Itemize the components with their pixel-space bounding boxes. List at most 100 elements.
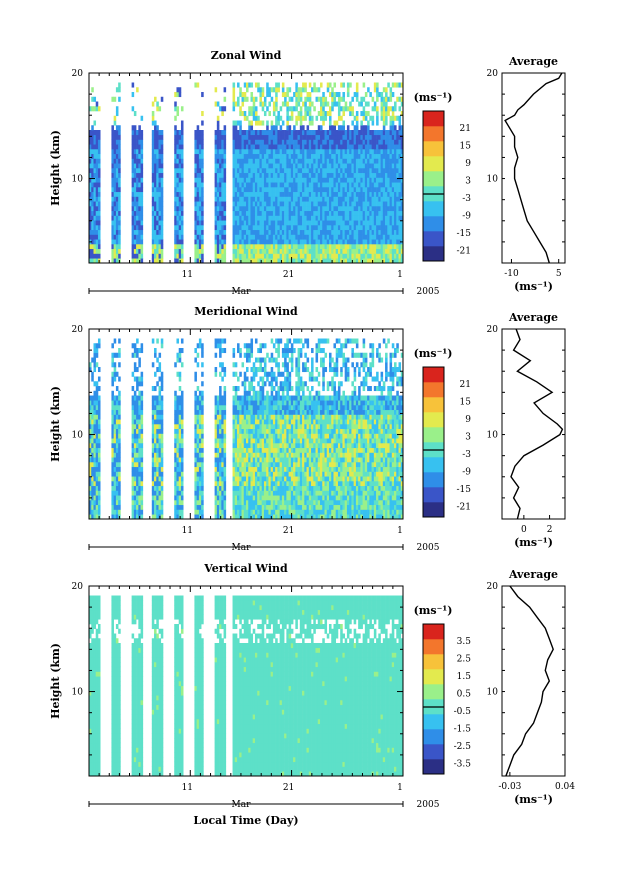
- colorbar-segment: [423, 502, 444, 518]
- colorbar-label: 15: [460, 141, 472, 151]
- plot-frame: [88, 585, 404, 777]
- x-tick-label: 21: [283, 783, 294, 793]
- panel-1: Zonal Wind 20 10 Height (km) 11 21 1 Mar 2005 (ms…: [49, 49, 566, 297]
- year-label: 2005: [417, 543, 440, 553]
- colorbar-label: 3: [465, 176, 471, 186]
- colorbar-segment: [423, 201, 444, 217]
- colorbar-segment: [423, 654, 444, 670]
- panel-title: Meridional Wind: [194, 305, 298, 318]
- y-tick-label: 20: [72, 582, 84, 592]
- colorbar-label: -21: [457, 502, 472, 512]
- average-x-label: (ms⁻¹): [514, 536, 553, 549]
- y-axis-label: Height (km): [49, 643, 62, 719]
- colorbar-label: 21: [460, 380, 471, 390]
- x-tick-label: 21: [283, 526, 294, 536]
- y-tick-label: 10: [72, 688, 84, 698]
- x-tick-label: 21: [283, 270, 294, 280]
- x-tick-label: 11: [182, 526, 193, 536]
- average-y-tick-label: 10: [487, 431, 499, 441]
- year-label: 2005: [417, 287, 440, 297]
- colorbar-label: -1.5: [454, 724, 472, 734]
- average-title: Average: [508, 568, 558, 581]
- year-label: 2005: [417, 800, 440, 810]
- colorbar-segment: [423, 457, 444, 473]
- colorbar-label: 15: [460, 397, 472, 407]
- colorbar-label: 3.5: [457, 637, 472, 647]
- average-title: Average: [508, 311, 558, 324]
- y-axis-label: Height (km): [49, 130, 62, 206]
- colorbar-label: -15: [457, 229, 472, 239]
- heatmap-field: [89, 82, 404, 264]
- colorbar-label: 9: [465, 415, 471, 425]
- colorbar-segment: [423, 231, 444, 247]
- month-label: Mar: [232, 543, 252, 553]
- y-tick-label: 10: [72, 175, 84, 185]
- colorbar-segment: [423, 744, 444, 760]
- colorbar-segment: [423, 472, 444, 488]
- colorbar-label: 0.5: [457, 689, 472, 699]
- average-x-tick-label: 2: [547, 525, 553, 535]
- average-y-tick-label: 20: [487, 325, 499, 335]
- colorbar-label: 1.5: [457, 672, 472, 682]
- colorbar-segment: [423, 216, 444, 232]
- colorbar-label: -0.5: [454, 707, 472, 717]
- average-frame: [501, 72, 566, 264]
- average-x-tick-label: -10: [504, 269, 519, 279]
- panel-title: Vertical Wind: [203, 562, 288, 575]
- colorbar-label: -3: [462, 194, 471, 204]
- colorbar-unit: (ms⁻¹): [414, 91, 453, 104]
- colorbar-segment: [423, 669, 444, 685]
- colorbar-frame: [422, 110, 445, 262]
- average-line: [504, 72, 563, 264]
- colorbar-label: -9: [462, 211, 471, 221]
- average-title: Average: [508, 55, 558, 68]
- x-tick-label: 1: [397, 783, 403, 793]
- colorbar-segment: [423, 729, 444, 745]
- colorbar-segment: [423, 759, 444, 775]
- colorbar-segment: [423, 111, 444, 127]
- average-y-tick-label: 20: [487, 69, 499, 79]
- colorbar-label: 2.5: [457, 654, 472, 664]
- average-x-label: (ms⁻¹): [514, 793, 553, 806]
- colorbar-segment: [423, 624, 444, 640]
- plot-frame: [88, 72, 404, 264]
- colorbar-segment: [423, 684, 444, 700]
- colorbar-label: -15: [457, 485, 472, 495]
- colorbar-segment: [423, 171, 444, 187]
- x-tick-label: 1: [397, 526, 403, 536]
- colorbar: (ms⁻¹) 21 15 9 3 -3 -9 -15 -21: [414, 347, 472, 518]
- average-x-tick-label: 0: [521, 525, 527, 535]
- average-line: [505, 585, 554, 777]
- x-axis-label: Local Time (Day): [193, 814, 298, 827]
- average-line: [510, 328, 564, 520]
- colorbar-label: 9: [465, 159, 471, 169]
- heatmap-field: [89, 338, 404, 520]
- x-tick-label: 11: [182, 783, 193, 793]
- colorbar-segment: [423, 156, 444, 172]
- colorbar-segment: [423, 397, 444, 413]
- average-profile: Average 20 10 -0.03 0.04(ms⁻¹): [487, 568, 576, 806]
- colorbar-segment: [423, 427, 444, 443]
- colorbar-segment: [423, 246, 444, 262]
- average-frame: [501, 585, 566, 777]
- average-frame: [501, 328, 566, 520]
- x-tick-label: 1: [397, 270, 403, 280]
- y-tick-label: 20: [72, 325, 84, 335]
- y-axis-label: Height (km): [49, 386, 62, 462]
- y-tick-label: 10: [72, 431, 84, 441]
- average-y-tick-label: 20: [487, 582, 499, 592]
- average-profile: Average 20 10 0 2(ms⁻¹): [487, 311, 566, 549]
- colorbar-unit: (ms⁻¹): [414, 604, 453, 617]
- colorbar-label: 21: [460, 124, 471, 134]
- colorbar-segment: [423, 487, 444, 503]
- colorbar-segment: [423, 412, 444, 428]
- colorbar: (ms⁻¹) 21 15 9 3 -3 -9 -15 -21: [414, 91, 472, 262]
- colorbar-segment: [423, 126, 444, 142]
- average-profile: Average 20 10 -10 5(ms⁻¹): [487, 55, 566, 293]
- colorbar-label: -3.5: [454, 759, 472, 769]
- colorbar-segment: [423, 141, 444, 157]
- colorbar: (ms⁻¹) 3.5 2.5 1.5 0.5 -0.5 -1.5 -2.5 -3.5: [414, 604, 472, 775]
- colorbar-label: -9: [462, 467, 471, 477]
- plot-frame: [88, 328, 404, 520]
